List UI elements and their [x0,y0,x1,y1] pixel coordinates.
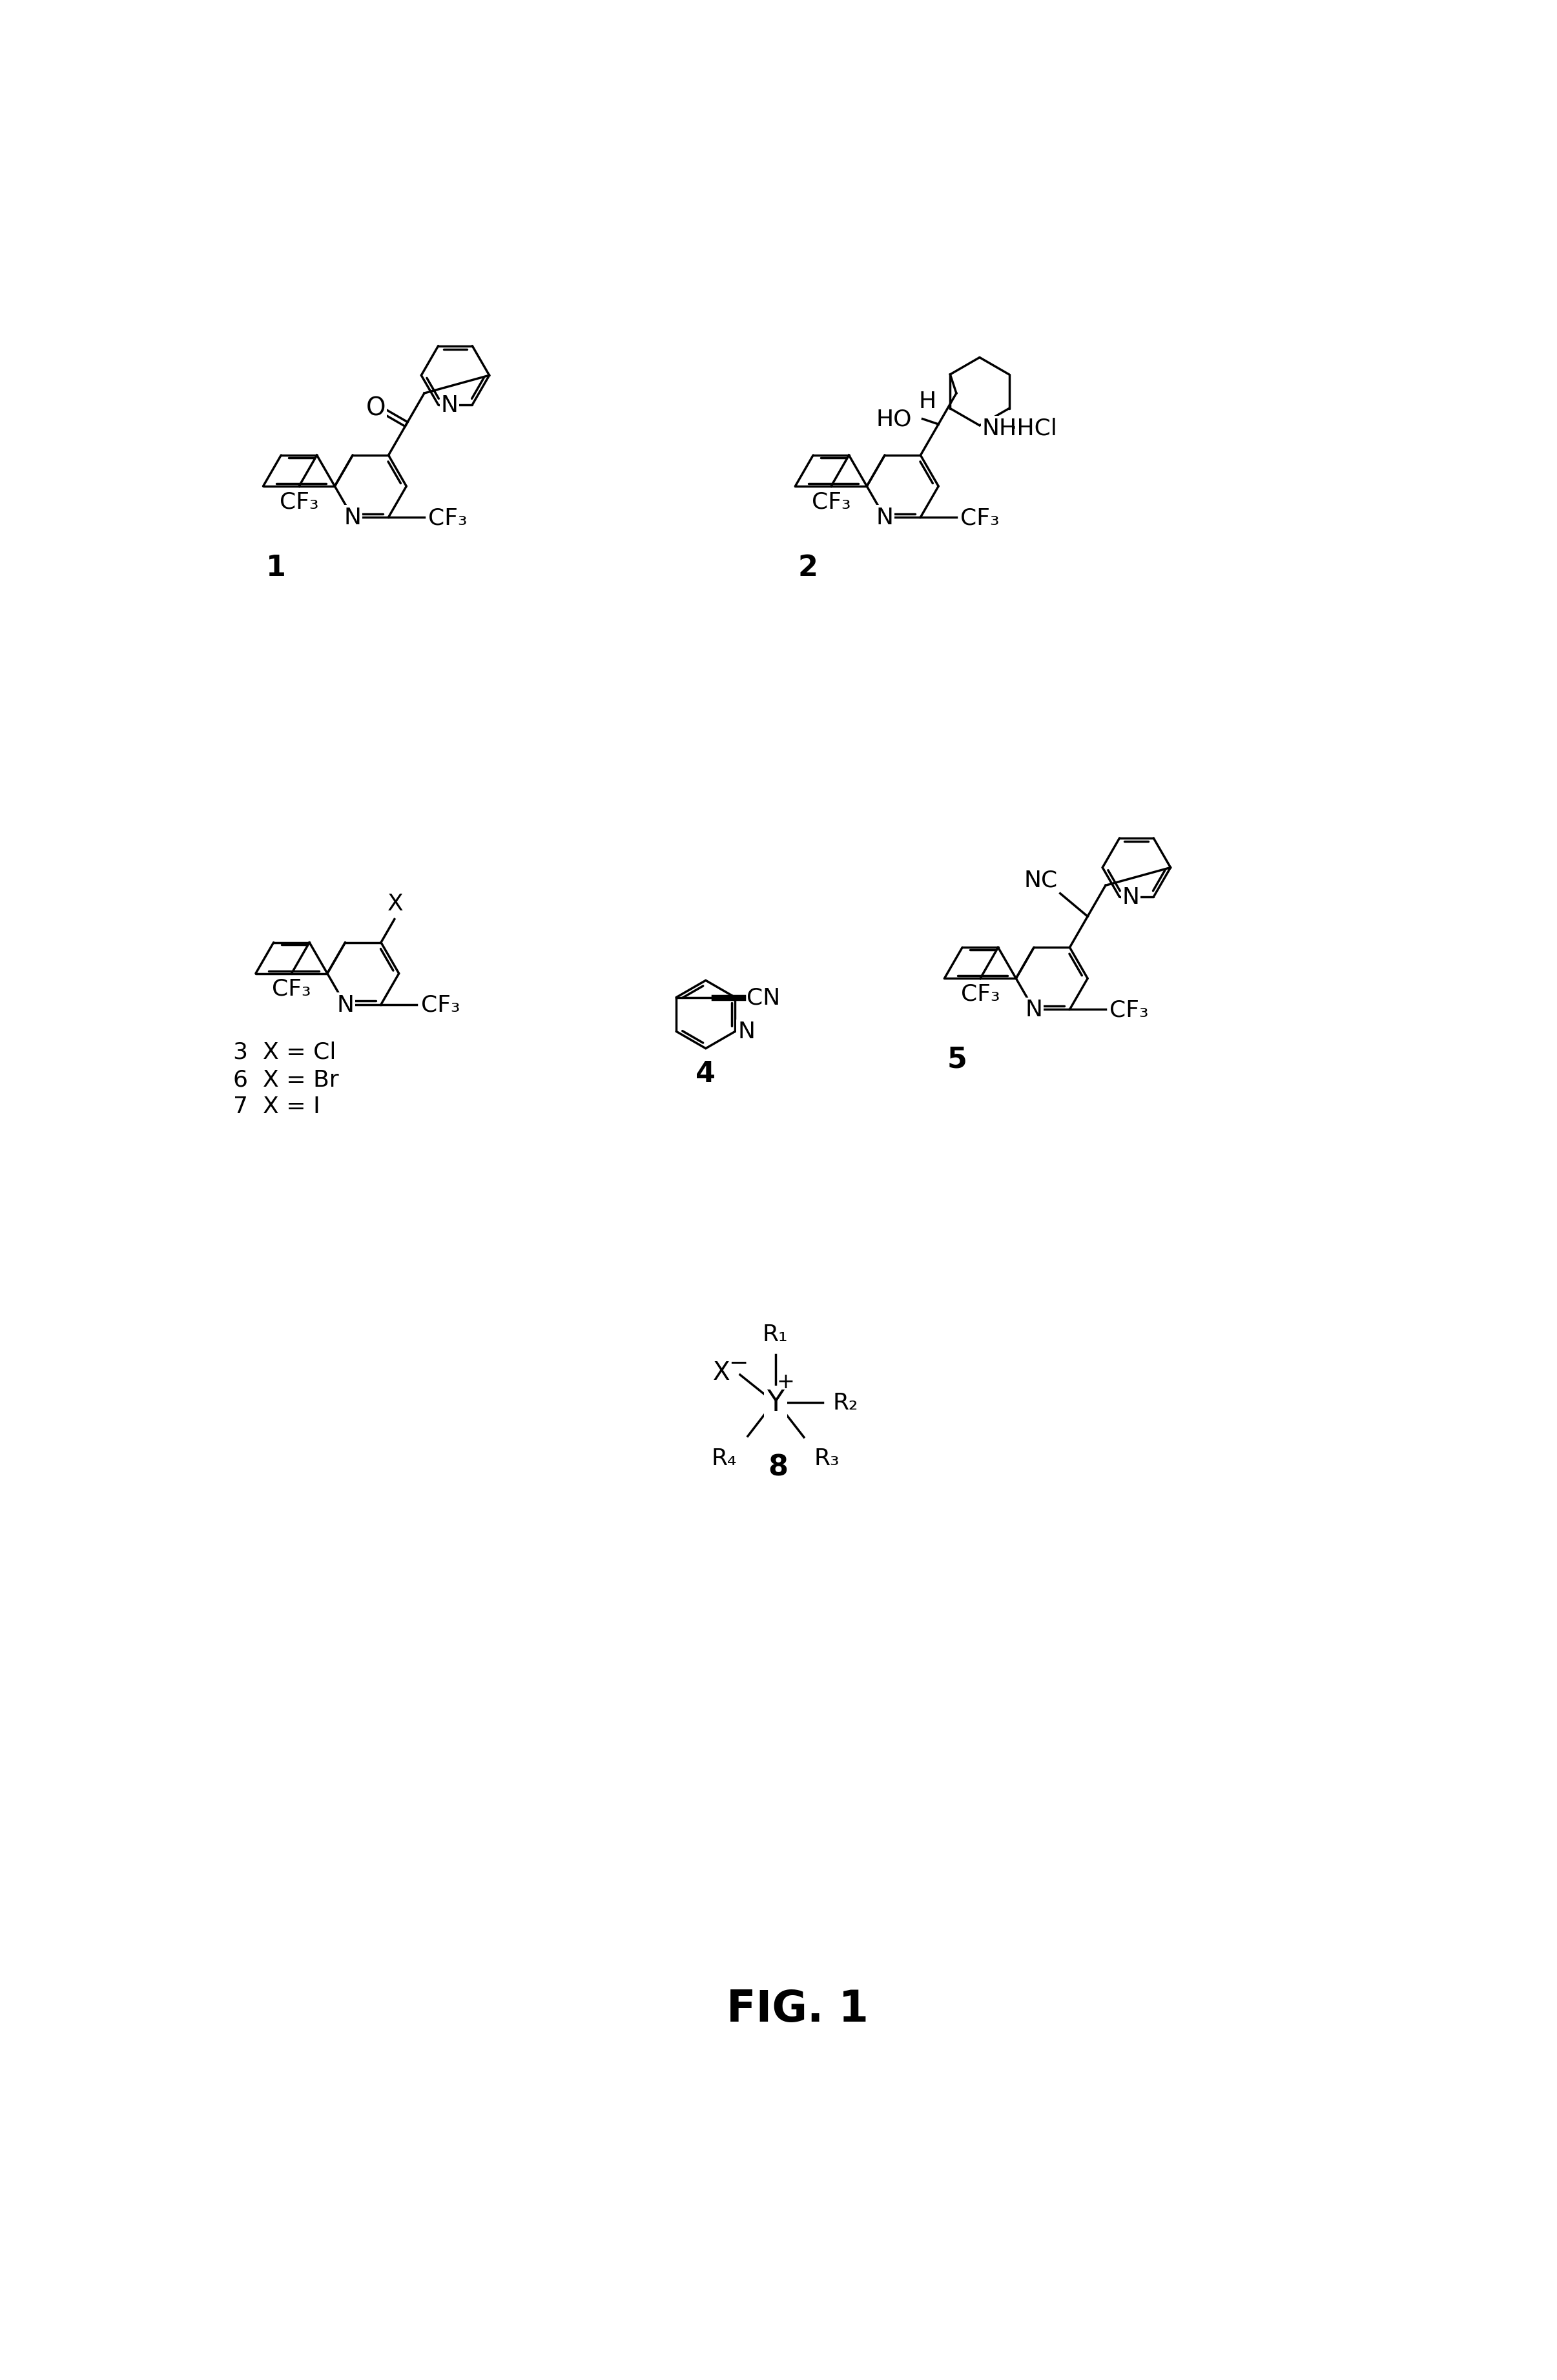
Text: FIG. 1: FIG. 1 [727,1987,869,2030]
Text: X: X [388,892,403,914]
Text: CF₃: CF₃ [961,507,1000,528]
Text: NH: NH [982,416,1017,440]
Text: R₃: R₃ [814,1447,839,1468]
Text: 3  X = Cl: 3 X = Cl [234,1040,336,1064]
Text: −: − [729,1352,749,1376]
Text: Y: Y [766,1388,785,1416]
Text: 7  X = I: 7 X = I [234,1095,321,1119]
Text: H: H [919,390,936,412]
Text: NC: NC [1025,869,1057,892]
Text: R₂: R₂ [833,1392,858,1414]
Text: CF₃: CF₃ [272,978,311,1000]
Text: 4: 4 [696,1059,716,1088]
Text: N: N [441,395,458,416]
Text: CF₃: CF₃ [961,983,1000,1004]
Text: 6  X = Br: 6 X = Br [234,1069,339,1090]
Text: CF₃: CF₃ [428,507,467,528]
Text: N: N [1123,885,1140,909]
Text: N: N [344,507,361,528]
Text: O: O [366,397,386,421]
Text: +: + [777,1371,794,1392]
Text: N: N [336,995,353,1016]
Text: 5: 5 [947,1045,967,1073]
Text: 8: 8 [768,1454,788,1480]
Text: ·HCl: ·HCl [1009,416,1057,440]
Text: R₄: R₄ [712,1447,736,1468]
Text: 1: 1 [266,555,286,581]
Text: 2: 2 [799,555,817,581]
Text: CF₃: CF₃ [279,490,319,512]
Text: CF₃: CF₃ [420,995,459,1016]
Text: HO: HO [875,409,911,431]
Text: N: N [877,507,894,528]
Text: CF₃: CF₃ [1110,1000,1149,1021]
Text: CN: CN [747,988,780,1009]
Text: N: N [1025,1000,1043,1021]
Text: X: X [713,1361,730,1385]
Text: R₁: R₁ [763,1323,788,1345]
Text: N: N [738,1021,755,1042]
Text: CF₃: CF₃ [811,490,850,512]
